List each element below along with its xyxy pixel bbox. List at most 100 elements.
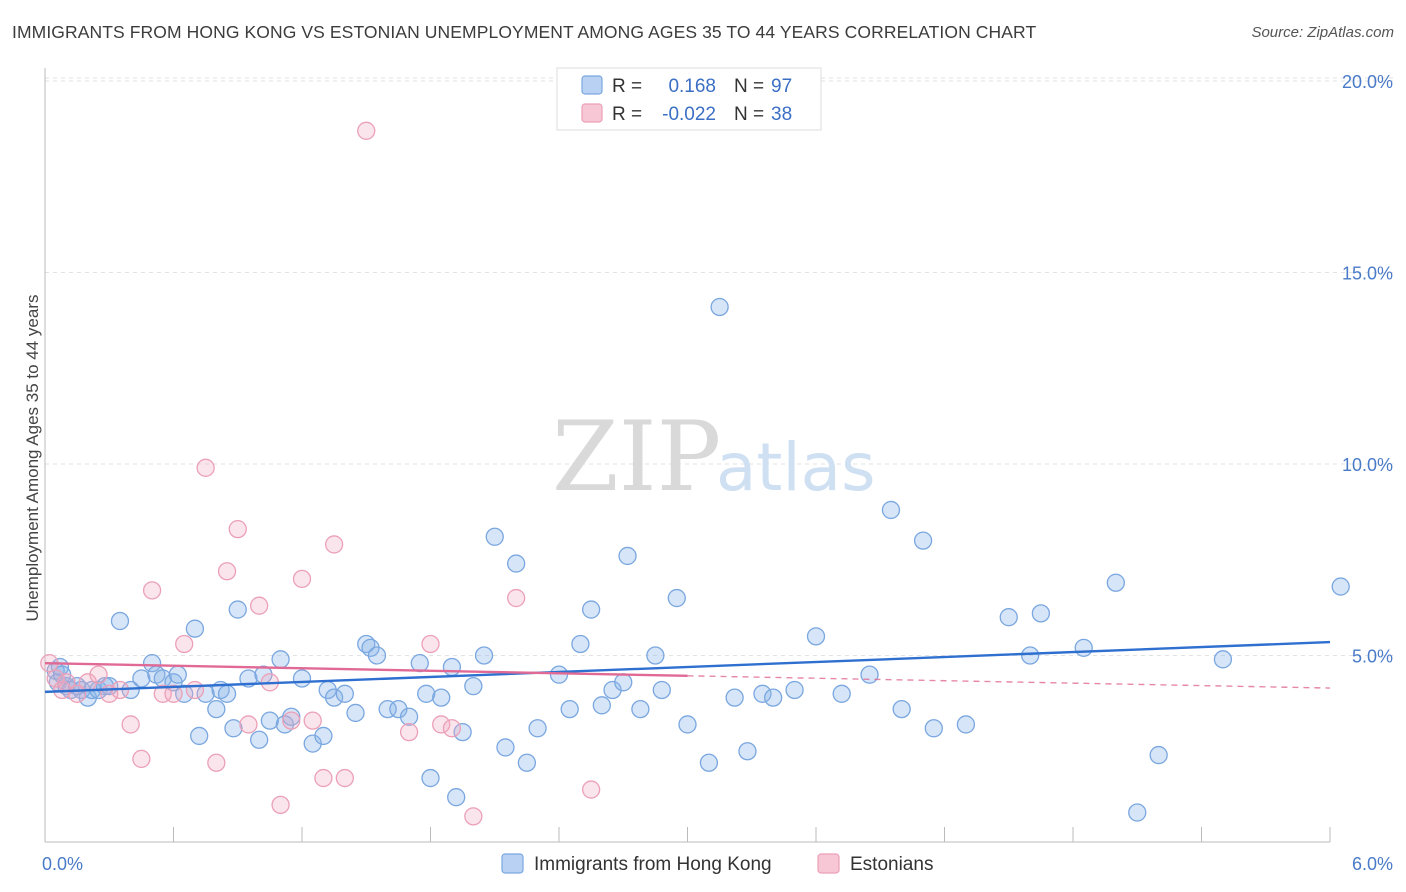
series-legend: Immigrants from Hong Kong Estonians (501, 853, 933, 875)
point-hong-kong-95 (1106, 573, 1125, 592)
point-estonians-37 (581, 780, 601, 799)
point-hong-kong-58 (474, 646, 494, 665)
point-estonians-16 (196, 458, 215, 477)
point-hong-kong-74 (652, 680, 671, 700)
point-hong-kong-81 (753, 684, 772, 703)
point-hong-kong-20 (168, 665, 187, 684)
series-legend-label-hong-kong: Immigrants from Hong Kong (534, 854, 772, 875)
point-hong-kong-31 (250, 730, 269, 749)
point-hong-kong-34 (271, 650, 290, 669)
point-hong-kong-27 (217, 684, 237, 703)
point-hong-kong-87 (881, 500, 901, 520)
point-estonians-17 (207, 753, 226, 772)
correlation-legend: R = 0.168 N = 97 R = -0.022 N = 38 (556, 67, 822, 131)
point-hong-kong-67 (581, 600, 601, 619)
point-hong-kong-16 (142, 654, 162, 673)
data-points (40, 121, 1350, 826)
legend-swatch-hong-kong (581, 75, 603, 95)
point-estonians-30 (357, 121, 376, 140)
legend-r-value-1: -0.022 (662, 104, 716, 125)
point-hong-kong-80 (738, 742, 757, 761)
point-hong-kong-54 (442, 657, 462, 677)
y-tick-label-1: 10.0% (1342, 455, 1393, 475)
point-estonians-28 (324, 535, 344, 554)
point-hong-kong-91 (956, 715, 976, 734)
legend-n-label-0: N = (734, 76, 764, 97)
point-estonians-9 (121, 715, 140, 734)
point-hong-kong-57 (464, 676, 483, 696)
point-hong-kong-79 (725, 688, 744, 707)
source-credit: Source: ZipAtlas.com (1251, 24, 1394, 41)
point-hong-kong-66 (571, 634, 590, 654)
point-hong-kong-62 (517, 753, 537, 772)
point-estonians-23 (271, 795, 290, 815)
point-hong-kong-51 (417, 684, 436, 703)
point-estonians-20 (239, 715, 258, 734)
legend-swatch-estonians (581, 103, 603, 123)
trend-line-estonians-extrapolated (687, 675, 1331, 689)
point-hong-kong-63 (528, 719, 547, 738)
chart-title: IMMIGRANTS FROM HONG KONG VS ESTONIAN UN… (12, 22, 1037, 42)
point-hong-kong-99 (1331, 577, 1350, 596)
point-hong-kong-89 (913, 531, 933, 550)
point-estonians-18 (217, 562, 237, 581)
point-estonians-29 (335, 768, 354, 788)
point-hong-kong-90 (924, 719, 943, 738)
y-tick-labels: 5.0% 10.0% 15.0% 20.0% (1342, 72, 1393, 667)
gridlines (45, 77, 1393, 656)
trend-lines (44, 640, 1331, 694)
watermark-zip: ZIP (552, 401, 721, 513)
trend-line-hong-kong (44, 640, 1331, 694)
legend-r-label-1: R = (612, 104, 642, 125)
point-hong-kong-76 (678, 715, 697, 734)
point-hong-kong-88 (892, 699, 911, 719)
point-hong-kong-39 (314, 726, 333, 746)
point-hong-kong-93 (1021, 646, 1040, 665)
point-estonians-27 (314, 768, 333, 788)
y-axis-label: Unemployment Among Ages 35 to 44 years (23, 295, 42, 622)
point-hong-kong-84 (806, 627, 826, 646)
y-tick-label-3: 20.0% (1342, 72, 1393, 92)
point-hong-kong-29 (228, 600, 247, 619)
point-hong-kong-50 (410, 654, 429, 673)
point-estonians-33 (432, 715, 451, 734)
point-estonians-1 (46, 669, 65, 688)
legend-n-value-0: 97 (771, 76, 792, 97)
point-hong-kong-68 (592, 696, 611, 715)
point-hong-kong-37 (292, 669, 312, 688)
point-hong-kong-56 (453, 722, 472, 742)
point-estonians-12 (153, 684, 172, 703)
point-hong-kong-92 (999, 608, 1018, 627)
point-hong-kong-55 (447, 788, 466, 807)
x-tick-max: 6.0% (1352, 854, 1393, 874)
point-hong-kong-47 (378, 699, 397, 719)
point-hong-kong-53 (432, 688, 451, 707)
point-estonians-11 (142, 581, 162, 600)
point-hong-kong-97 (1149, 745, 1168, 765)
y-tick-label-2: 15.0% (1342, 264, 1393, 284)
watermark-atlas: atlas (716, 429, 876, 506)
point-hong-kong-46 (367, 646, 387, 665)
point-hong-kong-70 (614, 673, 633, 692)
point-hong-kong-15 (132, 669, 151, 688)
point-estonians-10 (132, 749, 151, 769)
watermark: ZIP atlas (552, 401, 876, 513)
series-legend-label-estonians: Estonians (850, 854, 933, 875)
point-hong-kong-73 (646, 646, 665, 665)
x-tick-labels: 0.0% 6.0% (42, 854, 1393, 874)
point-estonians-35 (464, 807, 483, 826)
y-tick-label-0: 5.0% (1352, 647, 1393, 667)
point-estonians-13 (164, 684, 183, 703)
point-estonians-19 (228, 519, 247, 539)
point-estonians-14 (175, 634, 194, 654)
point-hong-kong-85 (832, 684, 851, 703)
point-estonians-26 (303, 711, 322, 730)
series-legend-swatch-estonians (817, 853, 840, 874)
point-hong-kong-22 (185, 619, 205, 638)
point-hong-kong-23 (190, 726, 209, 746)
point-hong-kong-28 (224, 719, 243, 738)
point-estonians-34 (442, 719, 462, 738)
point-hong-kong-75 (667, 588, 686, 608)
point-hong-kong-86 (860, 665, 879, 684)
legend-n-label-1: N = (734, 104, 764, 125)
